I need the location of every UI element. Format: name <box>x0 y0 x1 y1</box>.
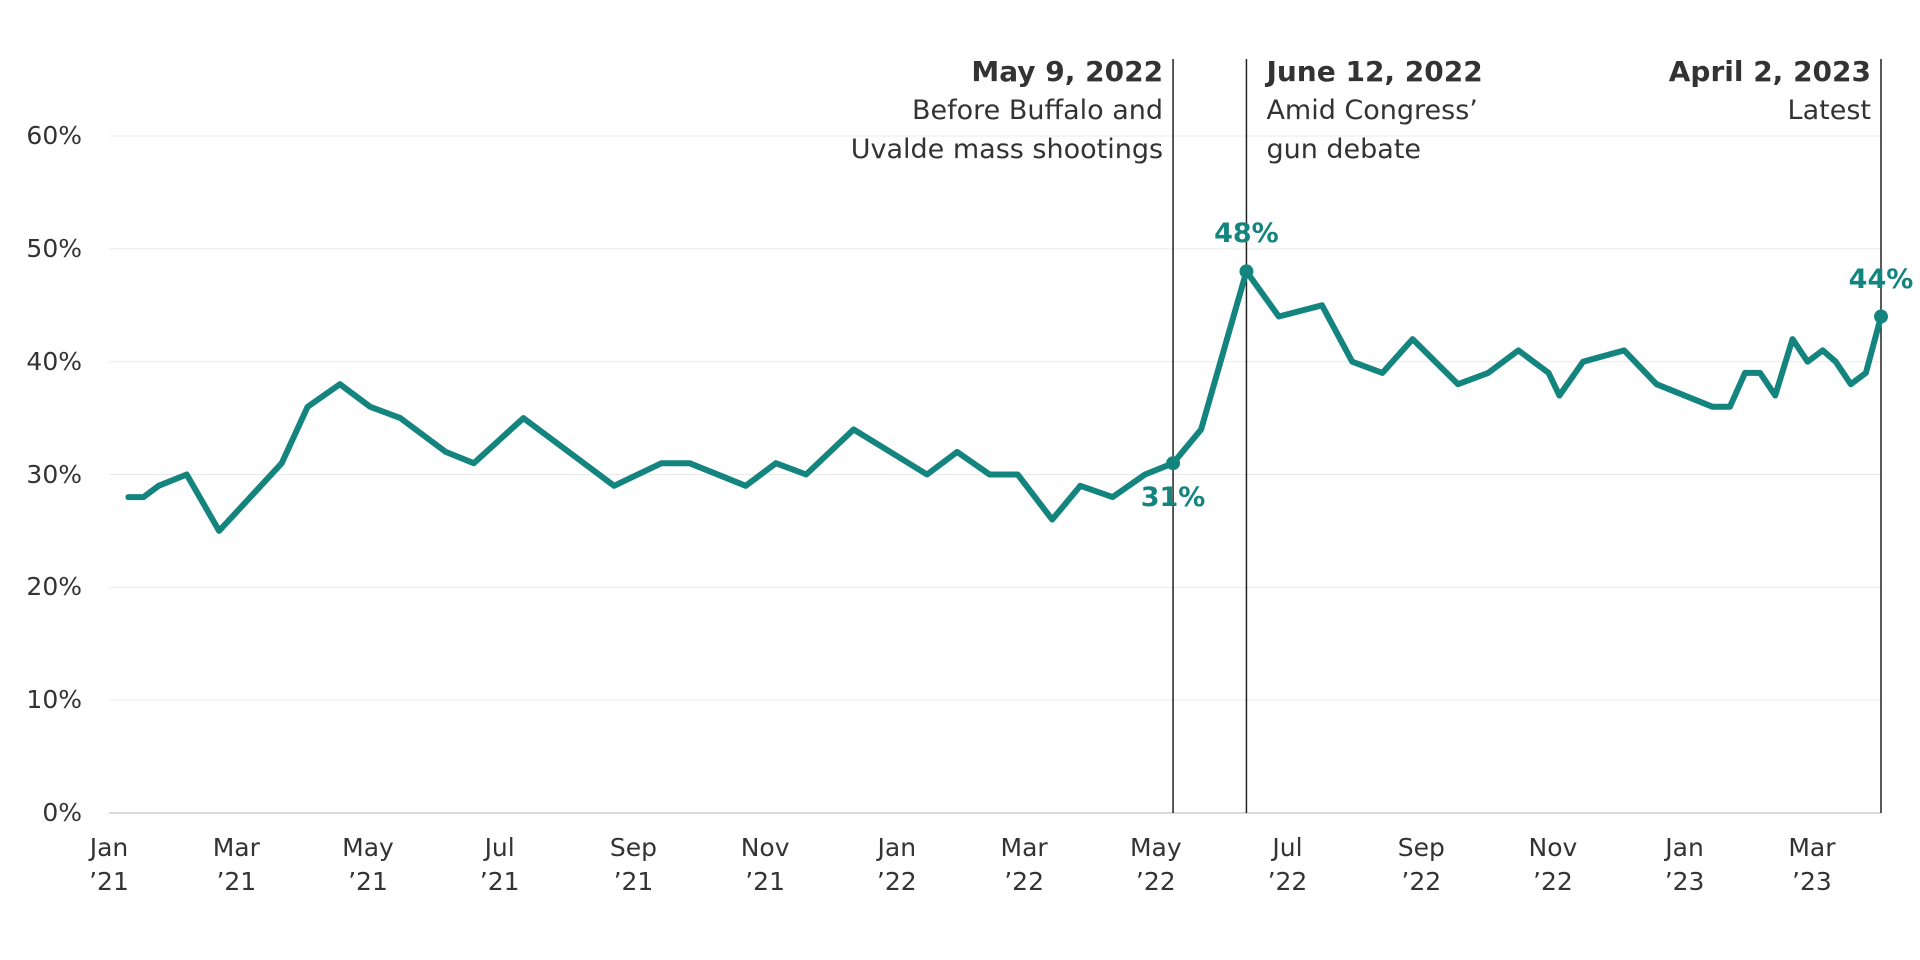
x-tick-label: Mar ’22 <box>1000 833 1048 896</box>
x-tick-label: Jul ’21 <box>479 833 520 896</box>
data-point <box>1166 456 1181 471</box>
data-label: 31% <box>1140 482 1206 514</box>
annotation-title: May 9, 2022 <box>971 55 1164 88</box>
x-tick-label: Jan ’21 <box>89 833 129 896</box>
annotation-text: Latest <box>1787 95 1871 126</box>
data-label: 48% <box>1214 218 1279 250</box>
y-tick-label: 30% <box>26 459 82 489</box>
x-tick-label: Sep ’22 <box>1397 833 1445 896</box>
annotation-title: April 2, 2023 <box>1668 55 1871 88</box>
y-tick-label: 10% <box>26 685 82 715</box>
x-tick-label: Mar ’21 <box>212 833 260 896</box>
x-tick-label: Jan ’22 <box>876 833 917 896</box>
data-label: 44% <box>1848 263 1914 295</box>
x-tick-label: May ’22 <box>1129 833 1182 896</box>
annotation-text: Amid Congress’ gun debate <box>1266 95 1478 165</box>
y-tick-label: 60% <box>26 121 82 150</box>
y-tick-label: 40% <box>26 346 82 376</box>
x-tick-label: Nov ’22 <box>1528 833 1578 896</box>
x-tick-label: Jan ’23 <box>1664 833 1705 896</box>
x-tick-label: Mar ’23 <box>1788 833 1836 896</box>
data-point <box>1239 264 1254 279</box>
data-point <box>1874 309 1888 324</box>
x-tick-label: May ’21 <box>342 833 394 896</box>
x-tick-label: Nov ’21 <box>740 833 790 896</box>
data-line <box>125 268 1884 534</box>
annotation-text: Before Buffalo and Uvalde mass shootings <box>850 95 1164 165</box>
annotation-title: June 12, 2022 <box>1266 55 1483 88</box>
y-tick-label: 0% <box>42 798 82 827</box>
y-tick-label: 20% <box>26 572 82 602</box>
x-tick-label: Sep ’21 <box>609 833 658 896</box>
y-tick-label: 50% <box>26 233 82 263</box>
x-tick-label: Jul ’22 <box>1267 833 1308 896</box>
